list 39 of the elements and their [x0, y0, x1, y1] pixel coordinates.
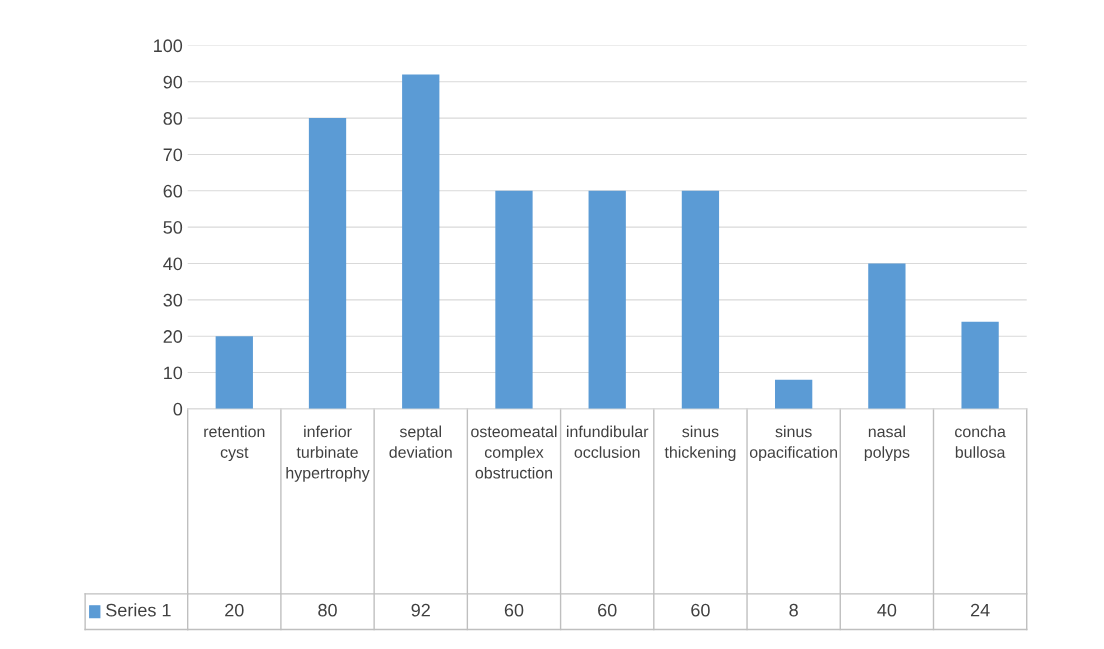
data-label: 40 — [877, 603, 897, 617]
x-tick-label: nasal polyps — [864, 425, 910, 462]
y-tick-label: 40 — [163, 257, 183, 271]
data-label: 24 — [970, 603, 990, 617]
x-tick-label: sinus thickening — [664, 425, 736, 462]
x-tick-label: inferior turbinate hypertrophy — [286, 425, 370, 482]
y-tick-label: 10 — [164, 366, 183, 380]
data-label: 92 — [411, 603, 430, 617]
x-tick-label: infundibular occlusion — [566, 425, 649, 458]
data-label: 8 — [789, 603, 798, 617]
data-label: 60 — [598, 603, 617, 617]
x-tick-label: concha bullosa — [955, 425, 1006, 458]
y-tick-label: 30 — [163, 293, 183, 307]
y-tick-label: 0 — [173, 402, 183, 416]
y-tick-label: 60 — [163, 184, 183, 198]
x-tick-label: osteomeatal complex obstruction — [471, 425, 557, 479]
y-tick-label: 70 — [163, 148, 183, 162]
data-label: 60 — [504, 603, 524, 617]
x-tick-label: sinus opacification — [749, 425, 838, 462]
bar — [681, 190, 720, 409]
bar — [868, 263, 906, 409]
bar — [775, 379, 813, 409]
bar — [588, 190, 626, 409]
data-label: 20 — [225, 603, 244, 617]
bar — [402, 74, 440, 409]
bar — [495, 190, 533, 409]
data-label: 60 — [691, 603, 710, 617]
y-tick-label: 100 — [154, 39, 183, 53]
y-tick-label: 50 — [163, 221, 183, 234]
bar — [215, 336, 253, 409]
legend-label: Series 1 — [106, 603, 171, 617]
x-tick-label: retention cyst — [204, 425, 265, 462]
x-tick-label: septal deviation — [389, 425, 452, 458]
y-tick-label: 80 — [163, 112, 183, 125]
bar — [961, 321, 999, 409]
data-label: 80 — [318, 603, 337, 617]
y-tick-label: 90 — [163, 75, 183, 89]
bar — [308, 118, 347, 409]
y-tick-label: 20 — [163, 330, 183, 343]
